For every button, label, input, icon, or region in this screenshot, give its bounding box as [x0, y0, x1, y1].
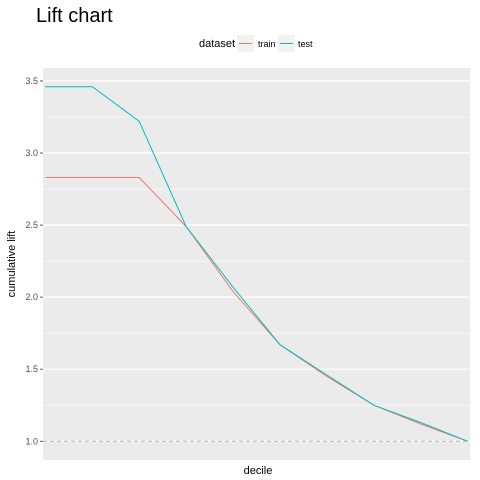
- series-line-train: [45, 177, 468, 442]
- y-tick-label: 3.5: [25, 76, 38, 86]
- chart-title: Lift chart: [36, 5, 113, 27]
- series-lines: [45, 86, 468, 442]
- series-line-test: [45, 86, 468, 442]
- y-axis-title: cumulative lift: [6, 231, 18, 298]
- y-tick-label: 1.5: [25, 364, 38, 374]
- legend: dataset train test: [199, 35, 313, 52]
- y-tick-label: 2.0: [25, 292, 38, 302]
- y-axis-ticks: 1.0 1.5 2.0 2.5 3.0 3.5: [25, 76, 43, 446]
- plot-panel: [43, 68, 470, 460]
- legend-label-train: train: [258, 39, 276, 49]
- legend-title: dataset: [199, 38, 235, 50]
- legend-label-test: test: [298, 39, 313, 49]
- grid-lines: [43, 80, 470, 442]
- y-tick-label: 2.5: [25, 220, 38, 230]
- y-tick-label: 1.0: [25, 436, 38, 446]
- y-tick-label: 3.0: [25, 148, 38, 158]
- x-axis-title: decile: [244, 465, 273, 477]
